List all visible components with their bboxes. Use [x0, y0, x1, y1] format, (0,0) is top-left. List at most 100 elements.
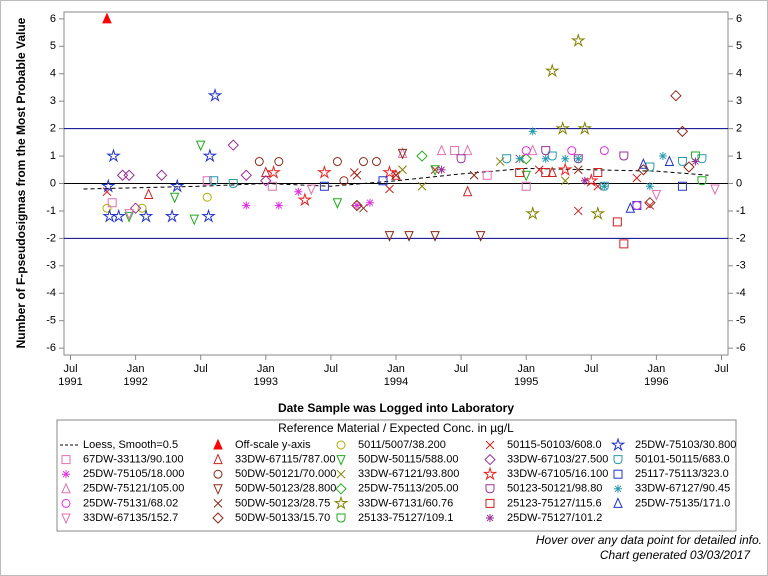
- data-point: [462, 144, 473, 156]
- legend-label: 33DW-67115/787.00: [235, 454, 336, 466]
- data-point: [391, 170, 401, 180]
- legend-label: 25DW-75127/101.2: [507, 512, 602, 524]
- data-point: [544, 63, 560, 78]
- legend-label: 25133-75127/109.1: [358, 512, 453, 524]
- data-point: [528, 127, 537, 136]
- x-tick-label: Jan 1996: [644, 363, 669, 388]
- data-point: [697, 154, 707, 164]
- data-point: [124, 211, 134, 223]
- data-point: [266, 164, 281, 179]
- data-point: [129, 202, 142, 214]
- legend-label: 50115-50103/608.0: [507, 439, 602, 451]
- data-point: [547, 166, 558, 178]
- data-point: [567, 146, 577, 156]
- data-point: [525, 205, 541, 220]
- data-point: [625, 201, 636, 213]
- legend-symbol: [610, 437, 626, 452]
- x-tick-label: Jul: [454, 363, 469, 375]
- data-point: [351, 199, 363, 212]
- legend-symbol: [333, 495, 349, 510]
- x-tick-label: Jan 1995: [513, 363, 539, 388]
- data-point: [242, 201, 251, 210]
- data-point: [306, 184, 317, 196]
- data-point: [317, 164, 332, 179]
- legend-label: 25117-75113/323.0: [635, 468, 729, 480]
- legend-symbol: [482, 466, 498, 481]
- x-tick-label: Jul: [714, 363, 729, 375]
- x-tick-label: Jan 1994: [383, 363, 409, 388]
- x-axis-label: Date Sample was Logged into Laboratory: [278, 401, 514, 415]
- data-point: [417, 181, 427, 191]
- legend-label: 50DW-50133/15.70: [235, 512, 330, 524]
- data-point: [385, 184, 394, 194]
- legend-label: 50123-50121/98.80: [507, 483, 602, 495]
- y-axis-label: Number of F-pseudosigmas from the Most P…: [14, 17, 28, 348]
- footnote: Hover over any data point for detailed i…: [536, 533, 762, 547]
- data-point: [116, 169, 129, 181]
- data-point: [384, 231, 395, 242]
- y2-tick-label: -5: [736, 315, 746, 327]
- y-tick-label: 5: [50, 40, 56, 52]
- data-point: [691, 157, 700, 166]
- data-point: [670, 89, 682, 102]
- data-point: [521, 181, 531, 191]
- data-point: [102, 12, 112, 24]
- legend-label: 50DW-50123/28.800: [235, 483, 336, 495]
- data-point: [430, 165, 440, 175]
- data-point: [495, 157, 505, 166]
- y2-tick-label: 4: [736, 68, 742, 80]
- data-point: [462, 185, 473, 197]
- legend-symbol: [336, 440, 346, 450]
- data-point: [541, 154, 550, 163]
- legend-label: 5011/5007/38.200: [358, 439, 446, 451]
- data-point: [573, 165, 583, 175]
- legend-symbol: [485, 440, 495, 450]
- y2-tick-label: 2: [736, 123, 742, 135]
- data-point: [102, 203, 112, 213]
- legend-label: 25DW-75113/205.00: [358, 483, 459, 495]
- data-point: [111, 208, 127, 223]
- data-point: [202, 192, 212, 202]
- data-point: [416, 150, 428, 162]
- data-point: [437, 165, 446, 174]
- data-point: [207, 87, 223, 102]
- data-point: [254, 157, 264, 167]
- data-point: [619, 239, 629, 249]
- legend-symbol: [336, 455, 346, 466]
- data-point: [632, 200, 642, 210]
- data-point: [202, 148, 218, 163]
- data-point: [547, 151, 557, 161]
- data-point: [352, 201, 361, 210]
- legend-symbol: [486, 514, 494, 522]
- x-tick-label: Jan 1992: [123, 363, 148, 388]
- y2-tick-label: 5: [736, 40, 742, 52]
- y2-tick-label: -1: [736, 205, 746, 217]
- data-point: [570, 33, 586, 48]
- legend-symbol: [213, 438, 223, 450]
- data-point: [456, 154, 466, 164]
- y-tick-label: 4: [50, 68, 56, 80]
- legend-symbol: [213, 499, 223, 508]
- y-tick-label: 1: [50, 150, 56, 162]
- data-point: [358, 157, 368, 167]
- data-point: [371, 157, 381, 167]
- data-point: [436, 144, 447, 156]
- data-point: [561, 154, 570, 163]
- legend-label: 50101-50115/683.0: [635, 454, 730, 466]
- legend-symbol: [61, 482, 71, 494]
- legend-title: Reference Material / Expected Conc. in µ…: [278, 421, 514, 435]
- legend-symbol: [61, 498, 71, 508]
- data-point: [365, 198, 374, 207]
- data-point: [294, 187, 303, 196]
- data-point: [560, 176, 570, 186]
- legend-symbol: [62, 470, 70, 479]
- data-point: [189, 214, 199, 226]
- y2-tick-label: 0: [736, 177, 742, 189]
- legend-symbol: [213, 469, 223, 479]
- legend-label: 25DW-75135/171.0: [635, 497, 730, 509]
- data-point: [209, 176, 219, 186]
- data-point: [169, 178, 185, 193]
- y2-tick-label: 3: [736, 95, 742, 107]
- data-point: [515, 154, 524, 163]
- y2-tick-label: -4: [736, 287, 746, 299]
